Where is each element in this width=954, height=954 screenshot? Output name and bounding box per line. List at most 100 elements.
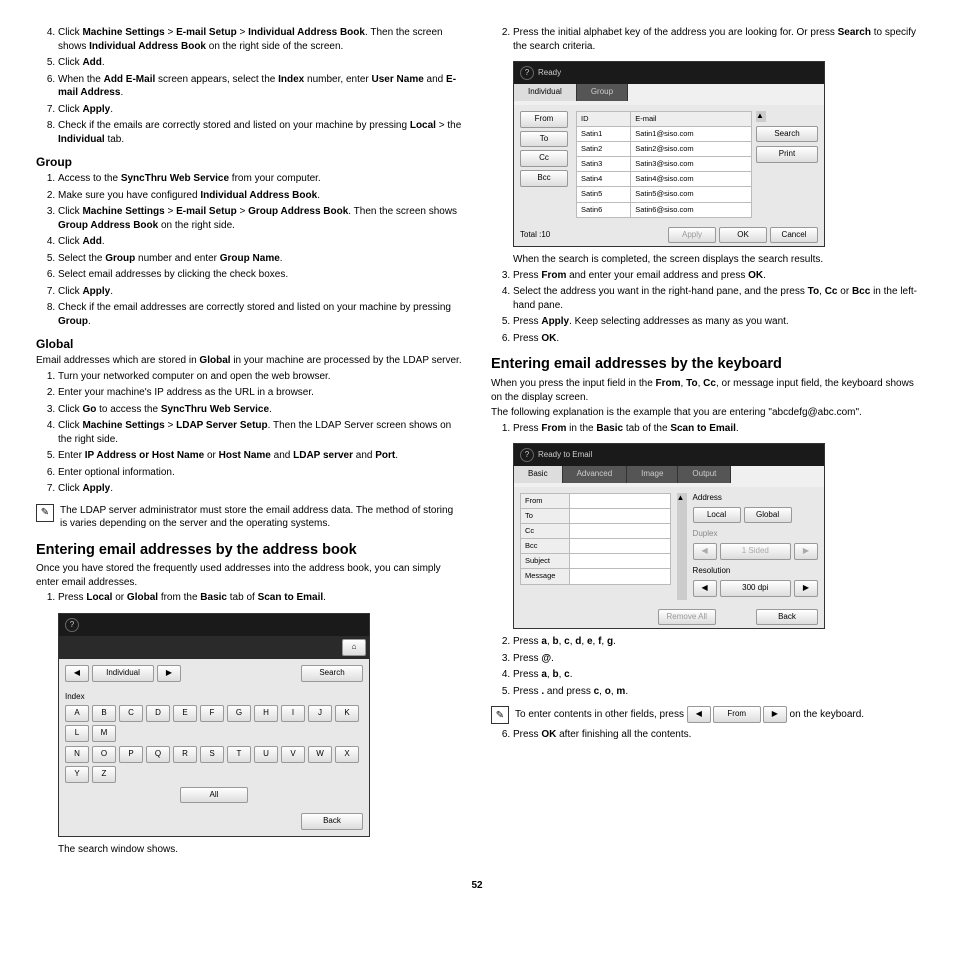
key-p[interactable]: P: [119, 746, 143, 763]
heading-keyboard: Entering email addresses by the keyboard: [491, 355, 918, 375]
list-item: Press Apply. Keep selecting addresses as…: [513, 315, 918, 329]
heading-global: Global: [36, 336, 463, 352]
field-message[interactable]: Message: [521, 569, 671, 584]
list-item: Enter optional information.: [58, 466, 463, 480]
key-u[interactable]: U: [254, 746, 278, 763]
key-r[interactable]: R: [173, 746, 197, 763]
key-s[interactable]: S: [200, 746, 224, 763]
list-item: Select email addresses by clicking the c…: [58, 268, 463, 282]
key-i[interactable]: I: [281, 705, 305, 722]
bcc-button[interactable]: Bcc: [520, 170, 568, 187]
key-b[interactable]: B: [92, 705, 116, 722]
print-button[interactable]: Print: [756, 146, 818, 163]
search-button[interactable]: Search: [301, 665, 363, 682]
key-a[interactable]: A: [65, 705, 89, 722]
note-ldap: ✎ The LDAP server administrator must sto…: [36, 504, 463, 531]
key-k[interactable]: K: [335, 705, 359, 722]
key-e[interactable]: E: [173, 705, 197, 722]
field-from[interactable]: From: [521, 493, 671, 508]
list-item: Check if the email addresses are correct…: [58, 301, 463, 328]
key-t[interactable]: T: [227, 746, 251, 763]
key-m[interactable]: M: [92, 725, 116, 742]
tab-image[interactable]: Image: [627, 466, 678, 483]
table-row[interactable]: Satin1Satin1@siso.com: [577, 126, 752, 141]
tab-advanced[interactable]: Advanced: [563, 466, 628, 483]
screenshot-search-window: ? ⌂ ◀Individual▶ Search Index ABCDEFGHIJ…: [58, 613, 370, 837]
note-from-button: ✎ To enter contents in other fields, pre…: [491, 706, 918, 724]
key-n[interactable]: N: [65, 746, 89, 763]
note-text: The LDAP server administrator must store…: [60, 504, 463, 531]
heading-addrbook: Entering email addresses by the address …: [36, 541, 463, 561]
list-item: Turn your networked computer on and open…: [58, 370, 463, 384]
list-item: Click Apply.: [58, 482, 463, 496]
list-item: When the Add E-Mail screen appears, sele…: [58, 73, 463, 100]
field-bcc[interactable]: Bcc: [521, 539, 671, 554]
cancel-button[interactable]: Cancel: [770, 227, 818, 244]
cc-button[interactable]: Cc: [520, 150, 568, 167]
list-item: Select the Group number and enter Group …: [58, 252, 463, 266]
screenshot-ready: ?Ready Individual Group FromToCcBcc IDE-…: [513, 61, 825, 247]
list-item: Access to the SyncThru Web Service from …: [58, 172, 463, 186]
key-v[interactable]: V: [281, 746, 305, 763]
key-c[interactable]: C: [119, 705, 143, 722]
from-button[interactable]: From: [520, 111, 568, 128]
duplex-label: Duplex: [693, 529, 818, 540]
list-item: Click Machine Settings > LDAP Server Set…: [58, 419, 463, 446]
ready-email-label: Ready to Email: [538, 450, 592, 461]
dpi-value: 300 dpi: [720, 580, 791, 597]
list-item: Press From and enter your email address …: [513, 269, 918, 283]
key-y[interactable]: Y: [65, 766, 89, 783]
key-o[interactable]: O: [92, 746, 116, 763]
search-button-2[interactable]: Search: [756, 126, 818, 143]
field-cc[interactable]: Cc: [521, 524, 671, 539]
tab-basic[interactable]: Basic: [514, 466, 563, 483]
tab-group[interactable]: Group: [577, 84, 628, 101]
note2-text-b: on the keyboard.: [790, 709, 865, 720]
list-item: Check if the emails are correctly stored…: [58, 119, 463, 146]
right-column: Press the initial alphabet key of the ad…: [491, 24, 918, 859]
key-w[interactable]: W: [308, 746, 332, 763]
table-row[interactable]: Satin5Satin5@siso.com: [577, 187, 752, 202]
key-l[interactable]: L: [65, 725, 89, 742]
key-h[interactable]: H: [254, 705, 278, 722]
back-button[interactable]: Back: [301, 813, 363, 830]
key-z[interactable]: Z: [92, 766, 116, 783]
key-j[interactable]: J: [308, 705, 332, 722]
list-item: Press OK.: [513, 332, 918, 346]
heading-group: Group: [36, 154, 463, 170]
individual-button[interactable]: Individual: [92, 665, 154, 682]
list-item: Click Apply.: [58, 285, 463, 299]
list-item: Click Add.: [58, 235, 463, 249]
key-g[interactable]: G: [227, 705, 251, 722]
resolution-label: Resolution: [693, 566, 818, 577]
global-button[interactable]: Global: [744, 507, 792, 524]
remove-all-button[interactable]: Remove All: [658, 609, 716, 626]
key-d[interactable]: D: [146, 705, 170, 722]
tab-output[interactable]: Output: [678, 466, 731, 483]
ok-button[interactable]: OK: [719, 227, 767, 244]
from-inline-button[interactable]: From: [713, 706, 761, 723]
list-item: Press @.: [513, 652, 918, 666]
tab-individual[interactable]: Individual: [514, 84, 577, 101]
field-subject[interactable]: Subject: [521, 554, 671, 569]
list-item: Press . and press c, o, m.: [513, 685, 918, 699]
key-q[interactable]: Q: [146, 746, 170, 763]
key-x[interactable]: X: [335, 746, 359, 763]
back-button-2[interactable]: Back: [756, 609, 818, 626]
to-button[interactable]: To: [520, 131, 568, 148]
list-item: Click Add.: [58, 56, 463, 70]
ready-label: Ready: [538, 68, 561, 79]
field-to[interactable]: To: [521, 508, 671, 523]
list-item: Click Machine Settings > E-mail Setup > …: [58, 205, 463, 232]
apply-button[interactable]: Apply: [668, 227, 716, 244]
table-row[interactable]: Satin4Satin4@siso.com: [577, 172, 752, 187]
table-row[interactable]: Satin6Satin6@siso.com: [577, 202, 752, 217]
list-item: Enter IP Address or Host Name or Host Na…: [58, 449, 463, 463]
note2-text-a: To enter contents in other fields, press: [515, 709, 684, 720]
key-f[interactable]: F: [200, 705, 224, 722]
all-button[interactable]: All: [180, 787, 248, 804]
screenshot-ready-email: ?Ready to Email BasicAdvancedImageOutput…: [513, 443, 825, 629]
local-button[interactable]: Local: [693, 507, 741, 524]
table-row[interactable]: Satin3Satin3@siso.com: [577, 157, 752, 172]
table-row[interactable]: Satin2Satin2@siso.com: [577, 142, 752, 157]
